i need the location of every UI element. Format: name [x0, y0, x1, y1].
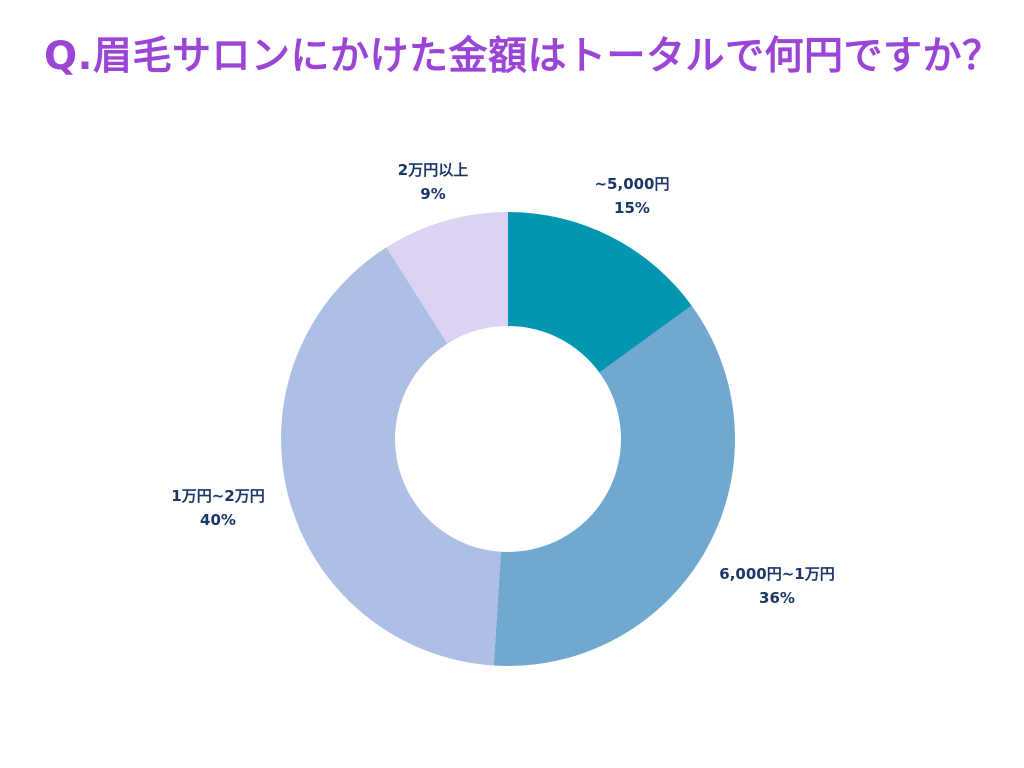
- donut-slices: [281, 212, 735, 666]
- donut-slice-3: [281, 247, 501, 666]
- slice-value-label: 15%: [614, 199, 650, 217]
- slice-category-label: 6,000円~1万円: [719, 565, 834, 583]
- slice-value-label: 36%: [759, 589, 795, 607]
- donut-slice-4: [386, 212, 508, 344]
- slice-labels: ~5,000円 15% 6,000円~1万円 36% 1万円~2万円 40% 2万円以上 9%: [171, 161, 834, 607]
- slice-category-label: ~5,000円: [594, 175, 669, 193]
- slice-value-label: 9%: [420, 185, 445, 203]
- slice-category-label: 2万円以上: [398, 161, 468, 179]
- page-title: Q.眉毛サロンにかけた金額はトータルで何円ですか？: [44, 34, 1002, 79]
- slice-category-label: 1万円~2万円: [171, 487, 264, 505]
- slice-value-label: 40%: [200, 511, 236, 529]
- donut-slice-2: [493, 305, 735, 666]
- donut-slice-1: [508, 212, 692, 373]
